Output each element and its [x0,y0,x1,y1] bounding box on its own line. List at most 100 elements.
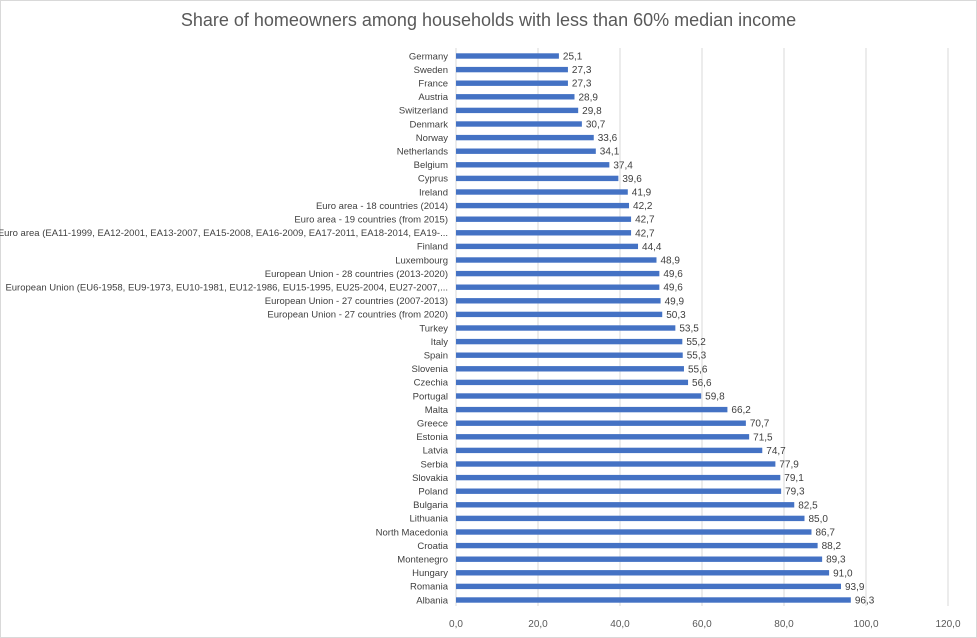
bar [456,474,781,481]
bar [456,420,746,426]
category-label: Euro area (EA11-1999, EA12-2001, EA13-20… [0,228,448,239]
bar [456,393,702,399]
data-label: 49,6 [663,283,683,294]
data-label: 77,9 [779,460,799,471]
bar [456,270,660,277]
bar [456,542,818,549]
category-label: Luxembourg [395,255,448,266]
bar [456,216,632,222]
category-label: European Union (EU6-1958, EU9-1973, EU10… [5,283,448,294]
bar [456,243,639,250]
x-tick-label: 20,0 [528,619,548,630]
category-label: Finland [417,242,448,253]
bar [456,107,579,114]
data-label: 44,4 [642,242,662,253]
bar [456,298,661,304]
category-label: Montenegro [397,555,448,566]
category-label: Malta [425,405,449,416]
category-label: European Union - 27 countries (2007-2013… [265,296,448,307]
data-label: 85,0 [809,514,829,525]
data-label: 66,2 [731,405,751,416]
data-label: 70,7 [750,419,770,430]
data-label: 59,8 [705,392,725,403]
data-label: 93,9 [845,582,865,593]
category-label: Denmark [409,119,448,130]
category-label: Turkey [419,323,448,334]
category-label: Euro area - 18 countries (2014) [316,201,448,212]
bar [456,570,830,576]
data-label: 27,3 [572,79,592,90]
x-tick-label: 60,0 [692,619,712,630]
bar [456,352,683,358]
data-label: 42,7 [635,215,655,226]
data-label: 49,6 [663,269,683,280]
category-label: Poland [418,487,448,498]
category-label: Greece [417,419,448,430]
category-label: Belgium [414,160,448,171]
bar [456,447,763,454]
bar [456,257,657,263]
bar [456,284,660,290]
data-label: 49,9 [665,296,685,307]
bar [456,325,676,331]
category-label: European Union - 27 countries (from 2020… [267,310,448,321]
data-label: 25,1 [563,52,583,63]
category-label: Spain [424,351,448,362]
data-label: 82,5 [798,500,818,511]
bar [456,94,575,100]
data-label: 42,2 [633,201,653,212]
data-label: 27,3 [572,65,592,76]
data-label: 96,3 [855,596,875,607]
data-label: 74,7 [766,446,786,457]
bar [456,66,568,73]
category-label: Lithuania [409,514,448,525]
data-label: 55,2 [686,337,706,348]
data-label: 86,7 [815,528,835,539]
data-label: 88,2 [822,541,842,552]
category-label: European Union - 28 countries (2013-2020… [265,269,448,280]
category-label: Netherlands [397,147,448,158]
bar [456,529,812,535]
data-label: 79,3 [785,487,805,498]
category-label: Czechia [414,378,449,389]
bar [456,230,632,236]
category-label: Hungary [412,568,448,579]
category-label: Bulgaria [413,500,449,511]
data-label: 89,3 [826,555,846,566]
bar [456,406,728,413]
category-label: Cyprus [418,174,448,185]
data-label: 55,3 [687,351,707,362]
data-label: 28,9 [578,92,598,103]
category-label: Norway [416,133,448,144]
bar [456,175,619,182]
bar [456,189,628,195]
x-tick-label: 0,0 [449,619,463,630]
bar [456,461,776,467]
bar [456,515,805,522]
data-label: 48,9 [660,256,680,267]
bar [456,583,841,590]
x-tick-label: 80,0 [774,619,794,630]
bar [456,366,684,372]
data-label: 50,3 [666,310,686,321]
data-label: 41,9 [632,188,652,199]
category-label: Serbia [421,459,449,470]
bar [456,488,782,494]
data-label: 29,8 [582,106,602,117]
category-label: Romania [410,582,449,593]
bar [456,311,663,318]
category-label: Slovenia [412,364,449,375]
data-labels: 25,1 27,3 27,3 28,9 29,8 30,7 33,6 34,1 37,4 39,6… [563,52,875,607]
category-label: Ireland [419,187,448,198]
bar [456,53,559,59]
category-label: Sweden [414,65,448,76]
bar [456,148,596,154]
category-label: Estonia [416,432,448,443]
bar [456,434,750,440]
bars [456,53,851,603]
data-label: 33,6 [598,133,618,144]
x-tick-label: 100,0 [853,619,878,630]
data-label: 91,0 [833,568,853,579]
category-labels: Germany Sweden France Austria Switzerland Den… [0,51,449,606]
category-label: Albania [416,595,448,606]
